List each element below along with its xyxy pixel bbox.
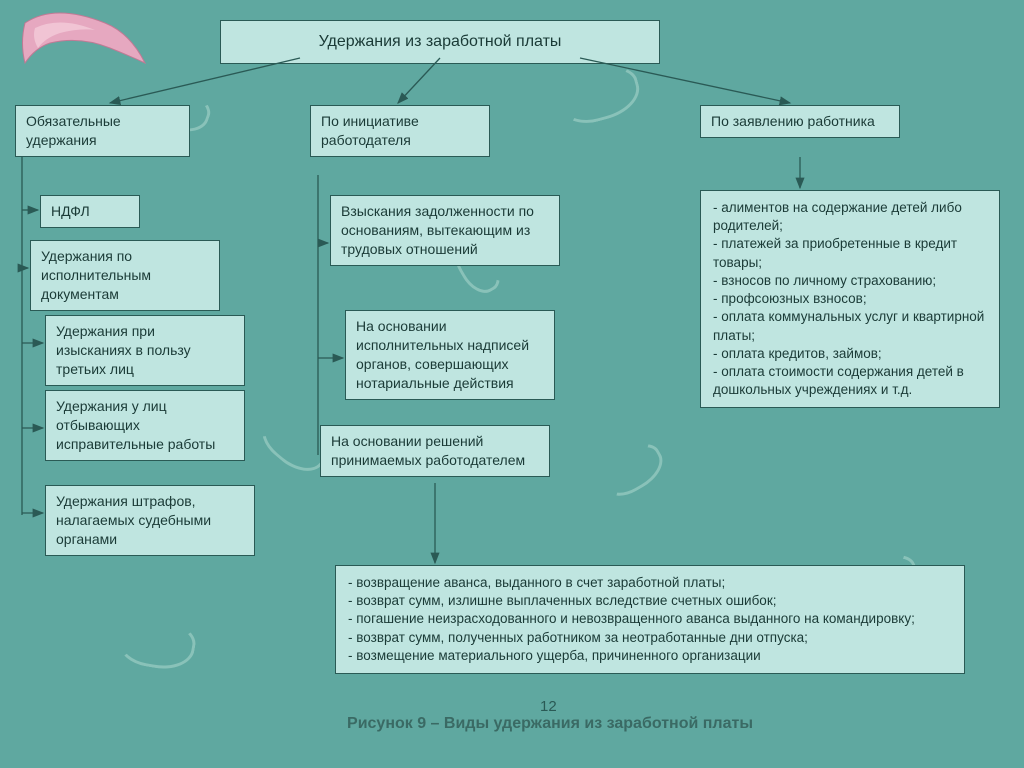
mid-item-1: На основании исполнительных надписей орг… [345,310,555,400]
left-item-1: Удержания по исполнительным документам [30,240,220,311]
figure-caption: Рисунок 9 – Виды удержания из заработной… [300,715,800,733]
branch-left-header: Обязательные удержания [15,105,190,157]
diagram-title: Удержания из заработной платы [220,20,660,64]
left-item-3: Удержания у лиц отбывающих исправительны… [45,390,245,461]
page-number: 12 [540,698,557,715]
left-item-0: НДФЛ [40,195,140,228]
decorative-boomerang-icon [20,8,150,88]
mid-detail-list: - возвращение аванса, выданного в счет з… [335,565,965,674]
left-item-4: Удержания штрафов, налагаемых судебными … [45,485,255,556]
right-detail-list: - алиментов на содержание детей либо род… [700,190,1000,408]
mid-item-2: На основании решений принимаемых работод… [320,425,550,477]
left-item-2: Удержания при изысканиях в пользу третьи… [45,315,245,386]
branch-middle-header: По инициативе работодателя [310,105,490,157]
mid-item-0: Взыскания задолженности по основаниям, в… [330,195,560,266]
branch-right-header: По заявлению работника [700,105,900,138]
